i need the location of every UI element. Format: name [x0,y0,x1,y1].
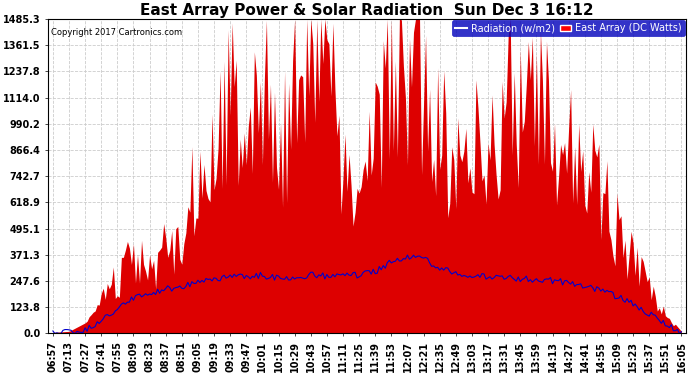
Text: Copyright 2017 Cartronics.com: Copyright 2017 Cartronics.com [51,28,182,38]
Legend: Radiation (w/m2), East Array (DC Watts): Radiation (w/m2), East Array (DC Watts) [453,20,684,36]
Title: East Array Power & Solar Radiation  Sun Dec 3 16:12: East Array Power & Solar Radiation Sun D… [140,3,594,18]
